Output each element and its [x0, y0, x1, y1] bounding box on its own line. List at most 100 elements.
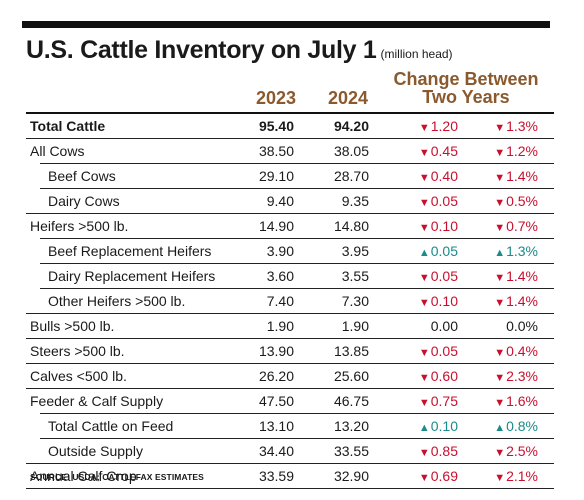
change-value-text: 0.60	[430, 368, 458, 384]
change-value-text: 0.05	[430, 193, 458, 209]
change-percent-text: 2.1%	[506, 468, 538, 484]
change-value-text: 0.10	[430, 418, 458, 434]
down-arrow-icon: ▼	[494, 372, 506, 384]
change-percent: ▲1.3%	[468, 239, 538, 265]
change-value: ▼0.69	[390, 464, 458, 490]
down-arrow-icon: ▼	[418, 447, 430, 459]
change-percent-text: 1.4%	[506, 168, 538, 184]
down-arrow-icon: ▼	[418, 272, 430, 284]
table-row: Heifers >500 lb. 14.90 14.80 ▼0.10 ▼0.7%	[26, 213, 554, 238]
change-percent: ▲0.8%	[468, 414, 538, 440]
change-value: ▼0.40	[390, 164, 458, 190]
table-row: Total Cattle 95.40 94.20 ▼1.20 ▼1.3%	[26, 112, 554, 138]
row-label: Beef Cows	[48, 168, 116, 184]
table-row: Feeder & Calf Supply 47.50 46.75 ▼0.75 ▼1.6%	[26, 388, 554, 413]
row-label: Heifers >500 lb.	[30, 218, 129, 234]
up-arrow-icon: ▲	[494, 247, 506, 259]
value-2023: 13.90	[258, 343, 294, 359]
table-row: Outside Supply 34.40 33.55 ▼0.85 ▼2.5%	[26, 438, 554, 463]
value-2023: 38.50	[258, 143, 294, 159]
change-percent-text: 1.3%	[506, 243, 538, 259]
row-label: Dairy Replacement Heifers	[48, 268, 216, 284]
value-2023: 13.10	[258, 418, 294, 434]
table-row: Beef Replacement Heifers 3.90 3.95 ▲0.05 ▲1.…	[26, 238, 554, 263]
change-percent: ▼0.7%	[468, 214, 538, 240]
change-value-text: 0.40	[430, 168, 458, 184]
change-value-text: 0.05	[430, 243, 458, 259]
change-percent: ▼1.4%	[468, 164, 538, 190]
value-2024: 3.95	[341, 243, 369, 259]
row-label: Bulls >500 lb.	[30, 318, 115, 334]
value-2024: 7.30	[341, 293, 369, 309]
table-row: Other Heifers >500 lb. 7.40 7.30 ▼0.10 ▼1.4%	[26, 288, 554, 313]
row-label: Outside Supply	[48, 443, 143, 459]
value-2024: 9.35	[341, 193, 369, 209]
value-2023: 3.90	[266, 243, 294, 259]
change-value: ▼0.05	[390, 264, 458, 290]
change-percent-text: 2.5%	[506, 443, 538, 459]
down-arrow-icon: ▼	[494, 197, 506, 209]
change-value: ▼0.10	[390, 289, 458, 315]
down-arrow-icon: ▼	[494, 147, 506, 159]
down-arrow-icon: ▼	[418, 472, 430, 484]
change-value: ▼0.05	[390, 339, 458, 365]
change-percent-text: 0.8%	[506, 418, 538, 434]
down-arrow-icon: ▼	[494, 297, 506, 309]
down-arrow-icon: ▼	[418, 172, 430, 184]
down-arrow-icon: ▼	[494, 447, 506, 459]
value-2024: 32.90	[333, 468, 369, 484]
down-arrow-icon: ▼	[494, 347, 506, 359]
row-label: Total Cattle	[30, 118, 106, 134]
change-percent: ▼0.4%	[468, 339, 538, 365]
up-arrow-icon: ▲	[418, 247, 430, 259]
value-2024: 1.90	[341, 318, 369, 334]
change-percent: ▼1.4%	[468, 264, 538, 290]
value-2024: 28.70	[333, 168, 369, 184]
header-change-line2: Two Years	[422, 87, 510, 107]
value-2024: 94.20	[333, 118, 369, 134]
change-value: ▼0.75	[390, 389, 458, 415]
change-percent-text: 1.4%	[506, 293, 538, 309]
value-2024: 46.75	[333, 393, 369, 409]
value-2023: 3.60	[266, 268, 294, 284]
value-2023: 1.90	[266, 318, 294, 334]
change-value: ▼0.45	[390, 139, 458, 165]
header-2023: 2023	[255, 88, 296, 108]
change-value-text: 0.05	[430, 343, 458, 359]
change-percent: ▼1.4%	[468, 289, 538, 315]
row-label: Feeder & Calf Supply	[30, 393, 164, 409]
table-row: Dairy Cows 9.40 9.35 ▼0.05 ▼0.5%	[26, 188, 554, 213]
row-label: Other Heifers >500 lb.	[48, 293, 186, 309]
change-percent-text: 0.0%	[506, 318, 538, 334]
value-2023: 7.40	[266, 293, 294, 309]
up-arrow-icon: ▲	[494, 422, 506, 434]
title-text: U.S. Cattle Inventory on July 1	[26, 36, 377, 64]
row-label: All Cows	[30, 143, 85, 159]
down-arrow-icon: ▼	[494, 222, 506, 234]
change-value-text: 1.20	[430, 118, 458, 134]
down-arrow-icon: ▼	[494, 397, 506, 409]
change-value: ▼0.85	[390, 439, 458, 465]
value-2023: 47.50	[258, 393, 294, 409]
row-label: Steers >500 lb.	[30, 343, 125, 359]
up-arrow-icon: ▲	[418, 422, 430, 434]
value-2023: 26.20	[258, 368, 294, 384]
change-value: ▼0.05	[390, 189, 458, 215]
change-percent: ▼2.5%	[468, 439, 538, 465]
header-change-line1: Change Between	[393, 69, 539, 89]
value-2023: 9.40	[266, 193, 294, 209]
change-percent: ▼0.5%	[468, 189, 538, 215]
value-2024: 38.05	[333, 143, 369, 159]
down-arrow-icon: ▼	[494, 122, 506, 134]
change-value-text: 0.10	[430, 293, 458, 309]
down-arrow-icon: ▼	[418, 222, 430, 234]
change-percent-text: 0.4%	[506, 343, 538, 359]
value-2024: 14.80	[333, 218, 369, 234]
header-change: Change Between Two Years	[380, 70, 552, 106]
change-value: ▲0.10	[390, 414, 458, 440]
down-arrow-icon: ▼	[418, 397, 430, 409]
down-arrow-icon: ▼	[418, 347, 430, 359]
table-row: Dairy Replacement Heifers 3.60 3.55 ▼0.05 ▼1…	[26, 263, 554, 288]
change-percent: ▼1.3%	[468, 114, 538, 140]
value-2024: 33.55	[333, 443, 369, 459]
